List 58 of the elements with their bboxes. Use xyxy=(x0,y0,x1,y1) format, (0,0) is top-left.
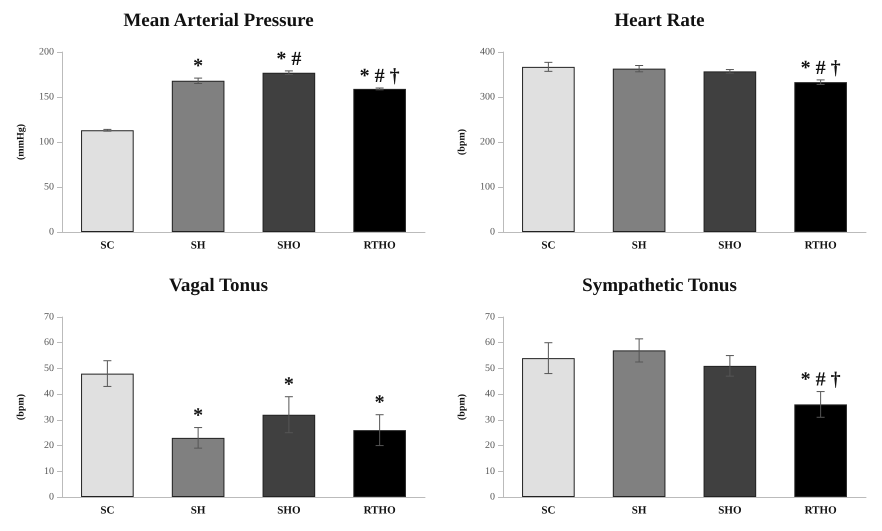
chart-title: Vagal Tonus xyxy=(168,275,268,296)
y-tick-label: 150 xyxy=(39,92,54,102)
y-tick-label: 50 xyxy=(44,182,54,192)
y-tick-label: 60 xyxy=(485,337,495,348)
annotation: * xyxy=(284,374,294,396)
y-tick-label: 200 xyxy=(39,46,54,58)
x-tick-label: SH xyxy=(190,240,206,252)
annotation: * # † xyxy=(800,368,841,391)
y-tick-label: 10 xyxy=(485,466,495,477)
x-tick-label: SH xyxy=(190,504,206,516)
x-tick-label: SHO xyxy=(277,504,301,516)
y-tick-label: 40 xyxy=(44,388,54,400)
x-tick-label: SC xyxy=(100,504,114,516)
x-tick-label: SHO xyxy=(277,240,301,252)
x-tick-label: SC xyxy=(100,240,114,252)
x-tick-label: RTHO xyxy=(804,240,838,252)
chart-title: Mean Arterial Pressure xyxy=(123,10,314,31)
x-tick-label: SHO xyxy=(718,504,742,516)
chart-title: Heart Rate xyxy=(614,10,705,31)
x-tick-label: SH xyxy=(632,504,647,516)
y-tick-label: 0 xyxy=(49,492,54,502)
x-tick-label: SC xyxy=(541,240,556,252)
y-tick-label: 60 xyxy=(44,337,54,348)
y-tick-label: 100 xyxy=(480,182,495,192)
y-tick-label: 400 xyxy=(480,46,495,58)
y-tick-label: 0 xyxy=(490,226,495,238)
x-tick-label: RTHO xyxy=(364,240,396,252)
x-tick-label: RTHO xyxy=(804,504,838,516)
y-tick-label: 100 xyxy=(39,136,54,148)
y-tick-label: 70 xyxy=(485,312,495,322)
annotation: * # † xyxy=(800,56,841,79)
chart-title: Sympathetic Tonus xyxy=(582,275,737,296)
y-tick-label: 20 xyxy=(44,440,54,452)
x-tick-label: SHO xyxy=(718,240,742,252)
annotation: * # † xyxy=(360,65,400,87)
x-tick-label: SC xyxy=(541,504,556,516)
y-tick-label: 20 xyxy=(485,440,495,452)
annotation: * xyxy=(193,404,204,427)
y-axis-title: (mmHg) xyxy=(16,124,26,160)
annotation: * xyxy=(193,55,204,78)
y-axis-title: (bpm) xyxy=(16,394,26,420)
annotation: * xyxy=(374,392,385,414)
y-tick-label: 10 xyxy=(44,466,54,477)
y-axis-title: (bpm) xyxy=(456,128,468,156)
y-tick-label: 30 xyxy=(485,414,495,426)
y-tick-label: 30 xyxy=(44,414,54,426)
y-tick-label: 0 xyxy=(490,492,495,502)
y-tick-label: 200 xyxy=(480,136,495,148)
annotation: * # xyxy=(276,48,302,70)
y-tick-label: 0 xyxy=(49,226,54,238)
x-tick-label: SH xyxy=(632,240,647,252)
y-tick-label: 300 xyxy=(480,92,495,102)
y-tick-label: 40 xyxy=(485,388,495,400)
y-tick-label: 70 xyxy=(44,312,54,322)
y-tick-label: 50 xyxy=(44,362,54,374)
y-axis-title: (bpm) xyxy=(456,394,468,420)
y-tick-label: 50 xyxy=(485,362,495,374)
x-tick-label: RTHO xyxy=(364,504,396,516)
